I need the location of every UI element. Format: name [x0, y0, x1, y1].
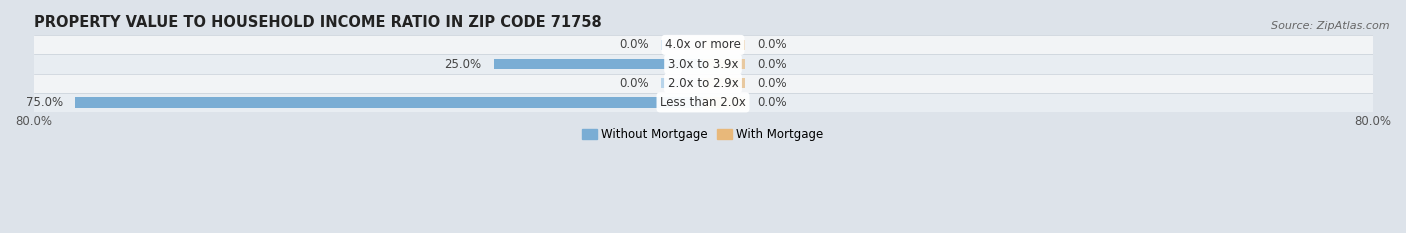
Text: PROPERTY VALUE TO HOUSEHOLD INCOME RATIO IN ZIP CODE 71758: PROPERTY VALUE TO HOUSEHOLD INCOME RATIO…	[34, 15, 602, 30]
Text: 25.0%: 25.0%	[444, 58, 481, 71]
Text: 0.0%: 0.0%	[758, 96, 787, 109]
Text: Less than 2.0x: Less than 2.0x	[659, 96, 747, 109]
Bar	[661, 40, 703, 50]
Bar	[34, 93, 1372, 112]
Bar	[703, 40, 745, 50]
Bar	[34, 35, 1372, 55]
Text: 3.0x to 3.9x: 3.0x to 3.9x	[668, 58, 738, 71]
Bar	[703, 97, 745, 108]
Bar	[34, 74, 1372, 93]
Text: 0.0%: 0.0%	[758, 38, 787, 51]
Bar	[34, 55, 1372, 74]
Text: Source: ZipAtlas.com: Source: ZipAtlas.com	[1271, 21, 1389, 31]
Legend: Without Mortgage, With Mortgage: Without Mortgage, With Mortgage	[578, 123, 828, 146]
Bar	[703, 78, 745, 89]
Bar	[703, 59, 745, 69]
Text: 0.0%: 0.0%	[758, 58, 787, 71]
Bar	[661, 78, 703, 89]
Text: 2.0x to 2.9x: 2.0x to 2.9x	[668, 77, 738, 90]
Text: 75.0%: 75.0%	[25, 96, 63, 109]
Text: 4.0x or more: 4.0x or more	[665, 38, 741, 51]
Text: 0.0%: 0.0%	[619, 38, 648, 51]
Text: 0.0%: 0.0%	[758, 77, 787, 90]
Bar	[494, 59, 703, 69]
Bar	[76, 97, 703, 108]
Text: 0.0%: 0.0%	[619, 77, 648, 90]
